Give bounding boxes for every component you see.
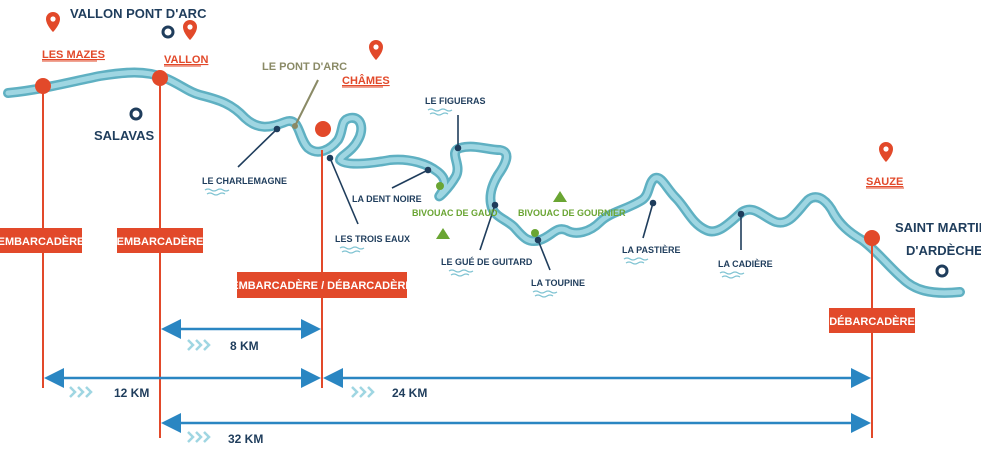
distance-arrows — [44, 319, 871, 433]
vallon-town-icon — [161, 25, 175, 39]
rapid-la-toupine: LA TOUPINE — [531, 278, 585, 288]
bivouac-de-gournier-label: BIVOUAC DE GOURNIER — [518, 208, 626, 218]
chevron-right-icon — [187, 431, 211, 443]
wave-icon — [448, 269, 474, 277]
wave-icon — [427, 108, 453, 116]
chames-pin-icon — [369, 40, 383, 60]
pont-darc-leader — [294, 79, 319, 127]
tent-icon — [553, 191, 567, 202]
les-mazes-label: LES MAZES — [42, 49, 105, 61]
bivouac-gournier-dot — [531, 229, 539, 237]
wave-icon — [623, 257, 649, 265]
debarcadere-badge: DÉBARCADÈRE — [829, 308, 915, 333]
wave-icon — [339, 246, 365, 254]
saint-martin-label-2: D'ARDÈCHE — [906, 243, 981, 258]
bivouac-de-gaud-label: BIVOUAC DE GAUD — [412, 208, 498, 218]
chevron-right-icon — [187, 339, 211, 351]
rapid-la-cadiere: LA CADIÈRE — [718, 259, 773, 269]
vallon-pin-icon — [183, 20, 197, 40]
embarcadere-badge-2-text: EMBARCADÈRE — [117, 235, 204, 248]
sauze-label: SAUZE — [866, 176, 903, 188]
rapid-le-charlemagne: LE CHARLEMAGNE — [202, 176, 287, 186]
vallon-pont-darc-label: VALLON PONT D'ARC — [70, 6, 207, 21]
rapid-leaders — [237, 115, 745, 271]
launch-dots — [35, 70, 880, 246]
sauze-pin-icon — [879, 142, 893, 162]
wave-icon — [204, 188, 230, 196]
les-mazes-pin-icon — [46, 12, 60, 32]
pont-darc-label: LE PONT D'ARC — [262, 61, 347, 73]
salavas-label: SALAVAS — [94, 128, 155, 143]
salavas-town-icon — [129, 107, 143, 121]
vallon-dot — [152, 70, 168, 86]
rapid-la-dent-noire: LA DENT NOIRE — [352, 194, 422, 204]
debarcadere-badge-text: DÉBARCADÈRE — [829, 315, 915, 328]
chevron-right-icon — [69, 386, 93, 398]
distance-8km: 8 KM — [230, 339, 259, 353]
saint-martin-town-icon — [935, 264, 949, 278]
vallon-label: VALLON — [164, 54, 208, 66]
embarcadere-badge-1-text: EMBARCADÈRE — [0, 235, 84, 248]
wave-icons — [204, 108, 745, 298]
embarcadere-badge-2: EMBARCADÈRE — [117, 228, 204, 253]
pins — [46, 12, 893, 162]
rapid-le-gue-de-guitard: LE GUÉ DE GUITARD — [441, 257, 533, 267]
rapid-la-pastiere: LA PASTIÈRE — [622, 245, 681, 255]
distance-32km: 32 KM — [228, 432, 263, 446]
town-markers — [129, 25, 949, 278]
sauze-dot — [864, 230, 880, 246]
chevron-right-icon — [351, 386, 375, 398]
tent-icon — [436, 228, 450, 239]
bivouac-gaud-dot — [436, 182, 444, 190]
rapid-le-figueras: LE FIGUERAS — [425, 96, 486, 106]
wave-icon — [719, 271, 745, 279]
distance-12km: 12 KM — [114, 386, 149, 400]
chames-dot — [315, 121, 331, 137]
river — [3, 67, 965, 298]
les-mazes-dot — [35, 78, 51, 94]
rapid-les-trois-eaux: LES TROIS EAUX — [335, 234, 410, 244]
embarcadere-debarcadere-badge: EMBARCADÈRE / DÉBARCADÈRE — [231, 272, 413, 298]
wave-icon — [532, 290, 558, 298]
embarcadere-badge-1: EMBARCADÈRE — [0, 228, 84, 253]
distance-24km: 24 KM — [392, 386, 427, 400]
chames-label: CHÂMES — [342, 74, 390, 87]
saint-martin-label-1: SAINT MARTIN — [895, 220, 981, 235]
embarcadere-debarcadere-badge-text: EMBARCADÈRE / DÉBARCADÈRE — [231, 279, 413, 292]
chevrons — [69, 339, 375, 443]
campsites — [436, 182, 567, 239]
